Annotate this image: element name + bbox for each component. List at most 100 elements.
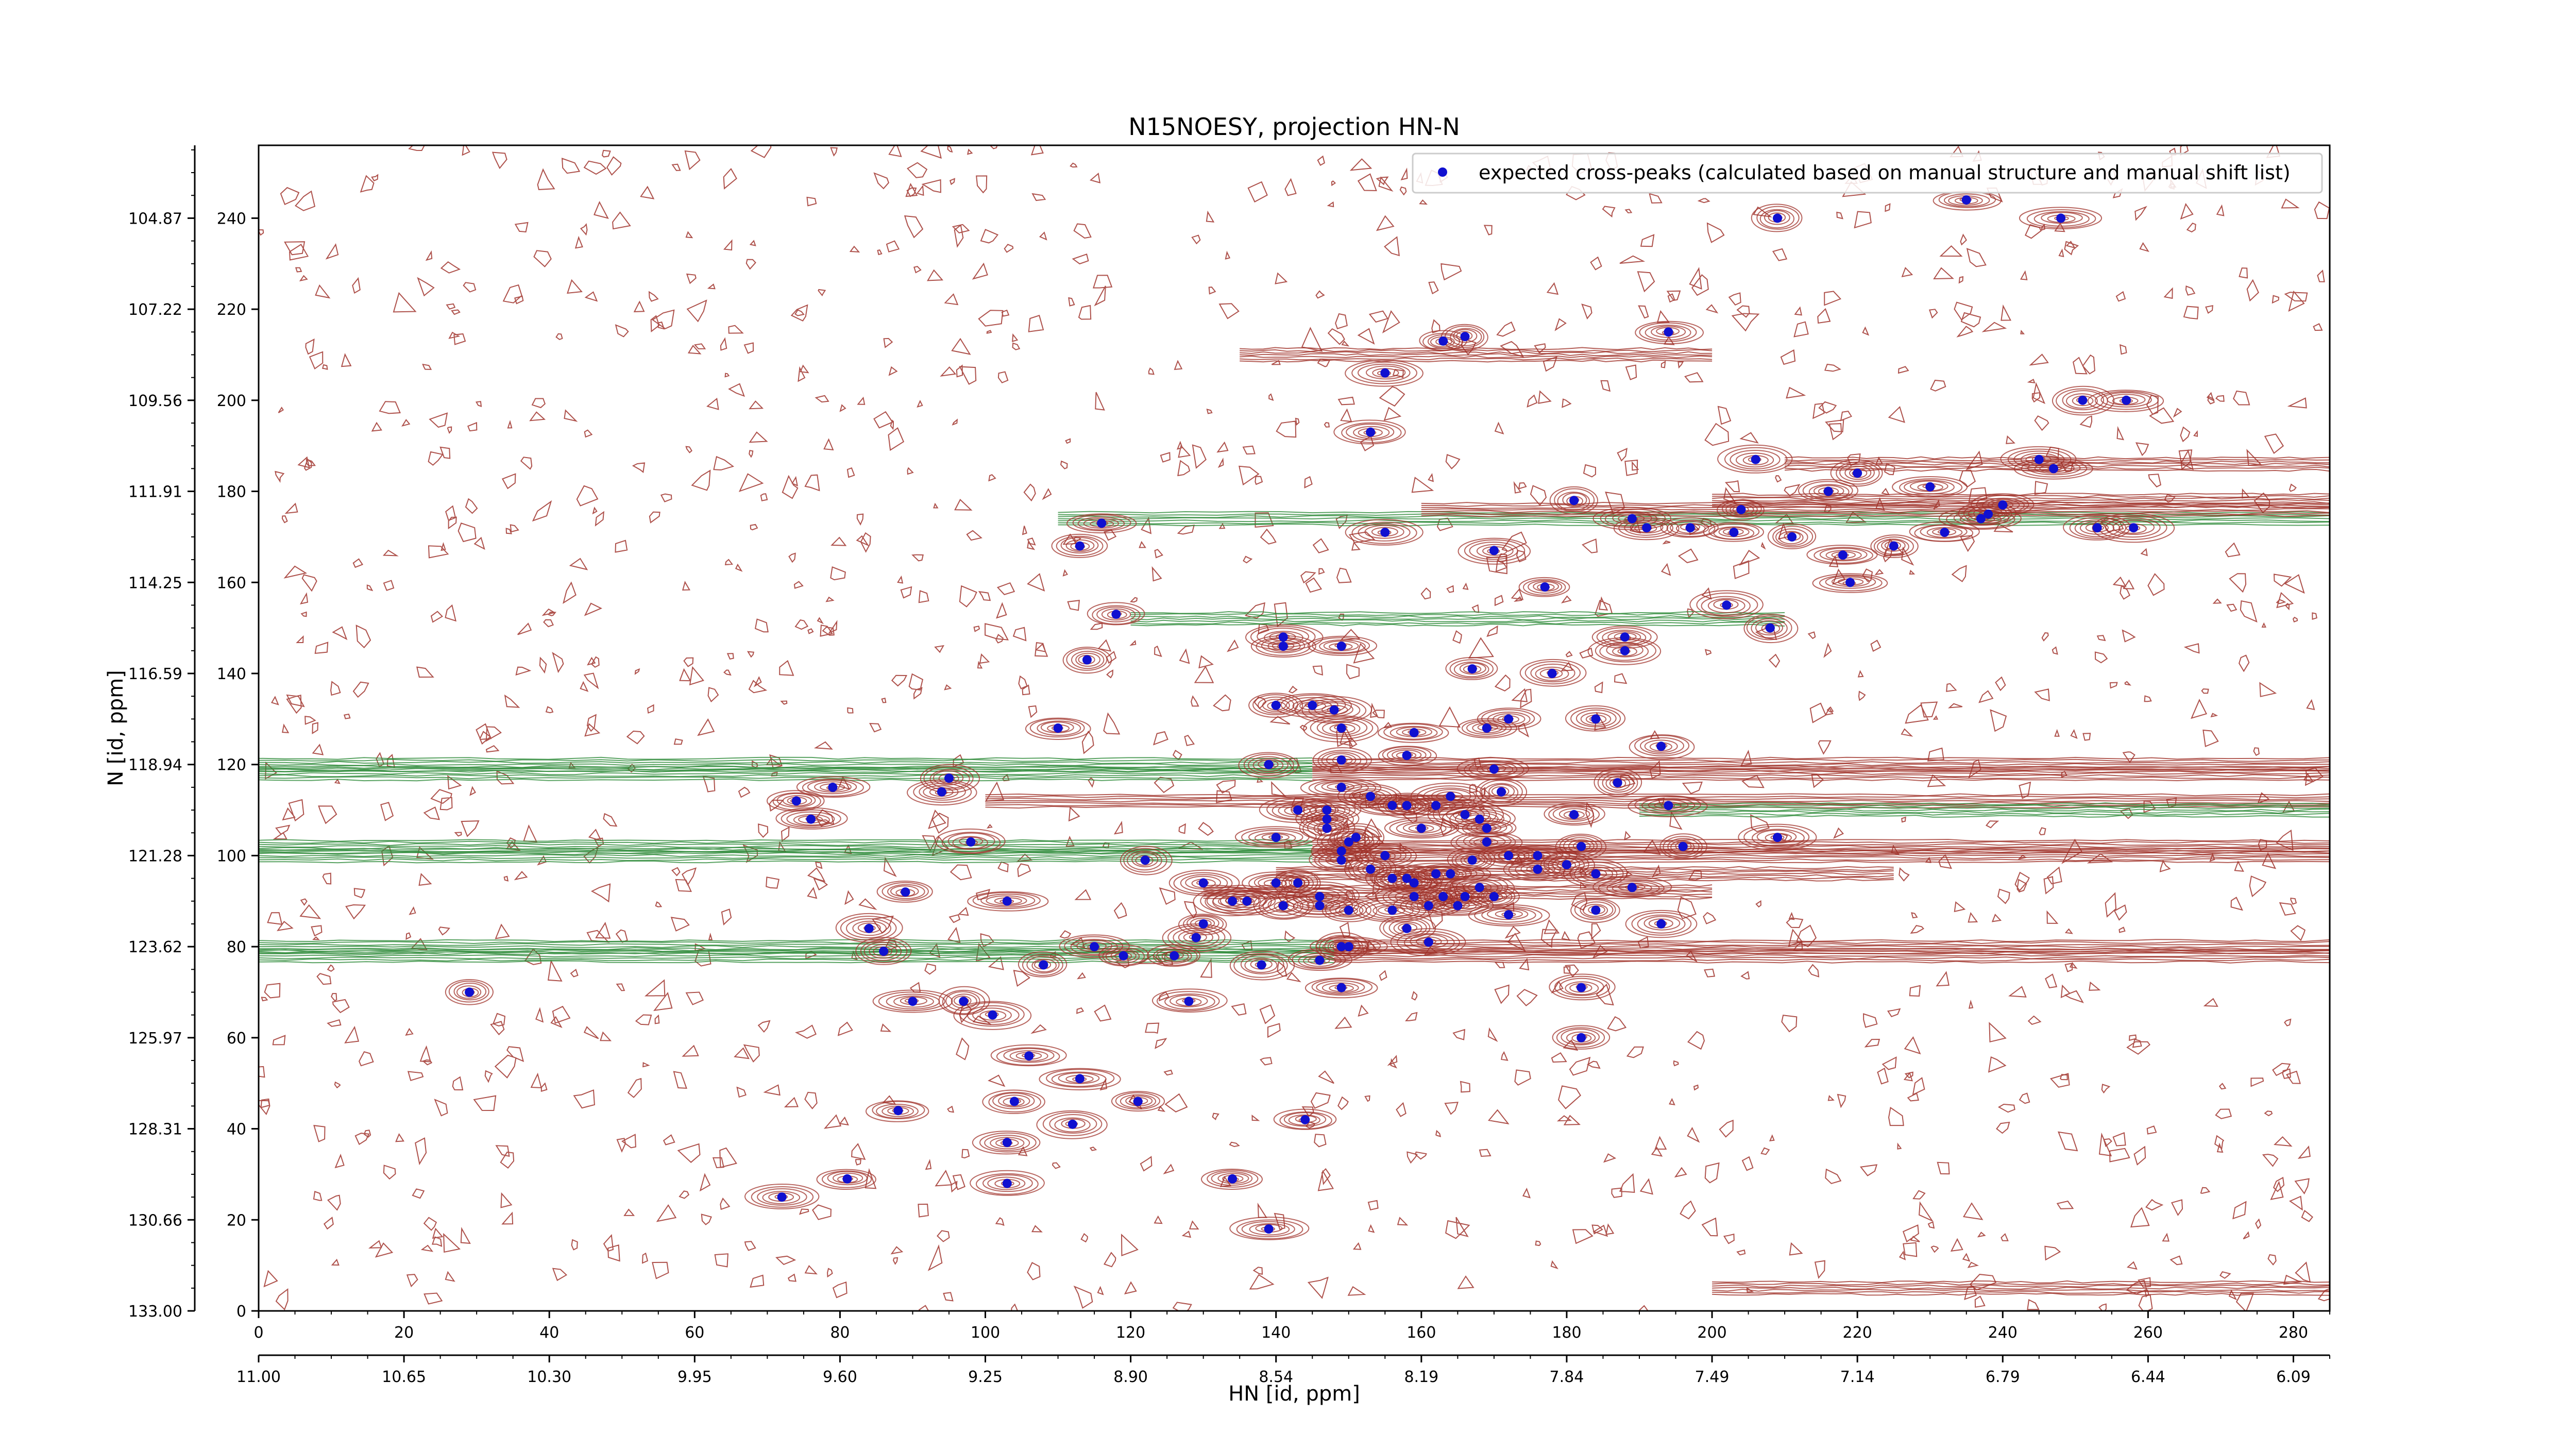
cross-peak-marker (1453, 901, 1463, 911)
peak-contour-ring (1535, 666, 1569, 681)
cross-peak-marker (1336, 642, 1346, 651)
y-tick-label: 240 (217, 210, 246, 228)
cross-peak-marker (2078, 395, 2088, 405)
peak-contour-ring (972, 1131, 1041, 1155)
peak-contour-ring (1725, 502, 1758, 517)
peak-contour-ring (855, 937, 912, 965)
legend-marker (1438, 167, 1447, 177)
peak-contour-ring (1752, 829, 1805, 847)
peak-contour-ring (1599, 642, 1649, 661)
ppm-y-tick-label: 114.25 (128, 574, 182, 592)
peak-contour-group (1303, 715, 1379, 743)
ridge-contour-line (259, 948, 1334, 951)
peak-contour-ring (1178, 914, 1227, 936)
peak-contour-ring (1670, 520, 1709, 535)
peak-contour-ring (1943, 193, 1990, 207)
peak-contour-ring (1594, 768, 1642, 797)
cross-peak-marker (777, 1192, 787, 1202)
peak-contour-ring (786, 811, 835, 827)
ppm-x-tick-label: 9.25 (968, 1368, 1003, 1386)
peak-contour-ring (1307, 635, 1378, 656)
cross-peak-marker (1751, 454, 1760, 464)
peak-contour-ring (1418, 865, 1485, 883)
peak-contour-ring (1528, 580, 1563, 594)
peak-contour-ring (1582, 904, 1608, 917)
peak-contour-ring (990, 1137, 1025, 1150)
peak-contour-ring (1351, 521, 1417, 544)
peak-contour-ring (2087, 390, 2164, 412)
cross-peak-marker (1569, 810, 1579, 819)
peak-contour-ring (1314, 781, 1369, 795)
peak-contour-ring (1111, 1091, 1165, 1112)
peak-contour-ring (882, 882, 929, 901)
peak-contour-ring (1110, 950, 1137, 962)
y-tick-label: 160 (217, 574, 246, 592)
peak-contour-ring (1345, 360, 1423, 387)
peak-contour-ring (1641, 798, 1696, 813)
ridge-contour-line (1240, 351, 1713, 355)
peak-contour-ring (970, 1170, 1045, 1196)
peak-contour-ring (1660, 517, 1719, 538)
peak-contour-ring (920, 764, 980, 794)
ridge-contour-line (259, 766, 1313, 769)
peak-contour-ring (2052, 385, 2115, 416)
cross-peak-marker (1845, 578, 1855, 587)
peak-contour-ring (1798, 479, 1859, 502)
cross-peak-marker (1685, 523, 1695, 533)
peak-contour-ring (935, 828, 1006, 854)
ridge-contour-line (259, 860, 1313, 864)
peak-contour-ring (1333, 419, 1406, 445)
peak-contour-ring (1049, 1114, 1097, 1134)
peak-contour-ring (1552, 806, 1594, 822)
peak-contour-ring (945, 991, 980, 1011)
ridge-contour-line (1130, 621, 1785, 625)
ppm-y-tick-label: 123.62 (128, 938, 182, 956)
peak-contour-ring (1836, 461, 1880, 485)
cross-peak-marker (828, 782, 838, 792)
y-tick-label: 140 (217, 665, 246, 683)
x-tick-label: 20 (394, 1324, 414, 1342)
cross-peak-marker (1191, 933, 1201, 942)
ppm-y-tick-label: 130.66 (128, 1211, 182, 1229)
ridge-contour-line (259, 756, 1313, 760)
cross-peak-marker (1642, 523, 1652, 533)
peak-contour-ring (1570, 707, 1621, 730)
peak-contour-ring (1405, 898, 1452, 914)
peak-contour-ring (1630, 521, 1664, 534)
ridge-contour-line (1639, 806, 2330, 810)
ridge-contour-line (1712, 1284, 2330, 1288)
peak-contour-ring (1423, 866, 1478, 881)
peak-contour-ring (1644, 739, 1678, 753)
peak-contour-ring (967, 891, 1049, 912)
y-tick-label: 100 (217, 847, 246, 865)
cross-peak-marker (1228, 1174, 1238, 1184)
peak-contour-ring (1333, 836, 1366, 850)
cross-peak-marker (1431, 869, 1441, 879)
cross-peak-marker (1387, 873, 1397, 883)
peak-contour-ring (1570, 898, 1620, 923)
cross-peak-marker (1722, 600, 1732, 610)
peak-contour-ring (2034, 462, 2075, 474)
cross-peak-marker (1976, 514, 1986, 524)
peak-contour-ring (1042, 1111, 1103, 1136)
peak-contour-group (1549, 486, 1599, 515)
cross-peak-marker (1170, 951, 1179, 961)
cross-peak-marker (1591, 714, 1601, 724)
peak-contour-ring (1963, 503, 2012, 524)
legend-label: expected cross-peaks (calculated based o… (1479, 161, 2291, 184)
peak-contour-ring (1156, 948, 1192, 964)
ppm-y-tick-label: 107.22 (128, 301, 182, 319)
cross-peak-marker (1562, 860, 1571, 870)
peak-contour-ring (1316, 980, 1365, 995)
legend: expected cross-peaks (calculated based o… (1412, 153, 2323, 194)
peak-contour-ring (1563, 858, 1628, 887)
cross-peak-marker (1293, 805, 1303, 815)
peak-contour-ring (1433, 802, 1497, 827)
ridge-contour-line (1312, 858, 2330, 862)
peak-contour-ring (796, 776, 871, 798)
ridge-contour-line (985, 803, 2330, 807)
ppm-x-tick-label: 10.30 (527, 1368, 571, 1386)
cross-peak-marker (1656, 919, 1666, 929)
cross-peak-marker (1773, 213, 1782, 223)
ridge-contour-line (1312, 840, 2330, 844)
